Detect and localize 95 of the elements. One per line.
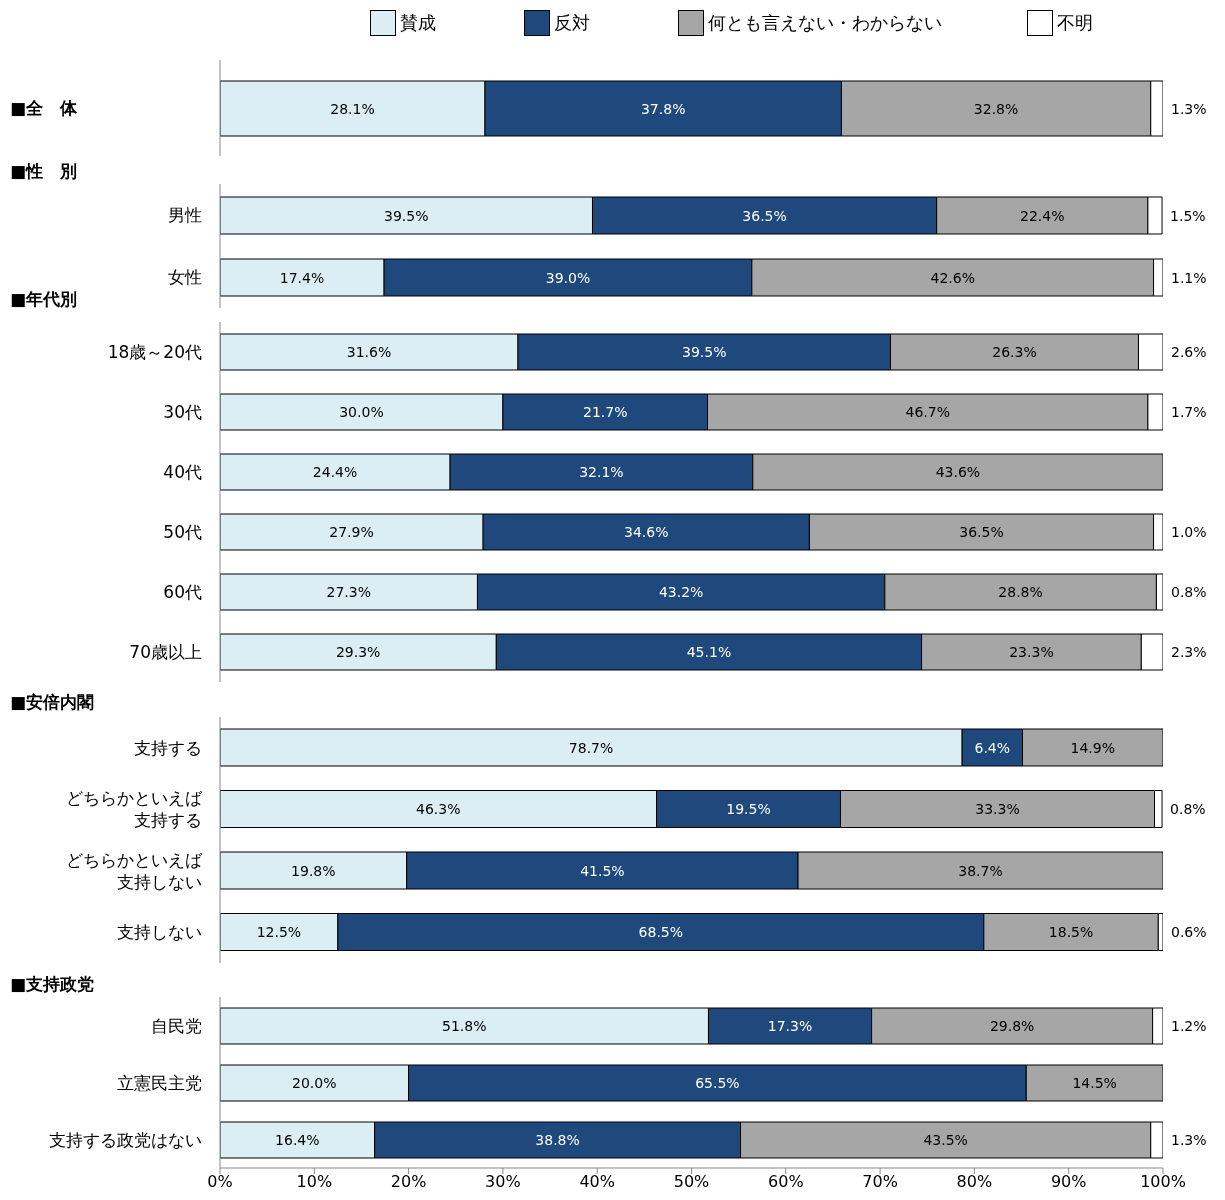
data-label: 14.5% <box>1072 1075 1117 1091</box>
data-label: 32.8% <box>973 100 1019 117</box>
text: ■年代別 <box>10 288 78 311</box>
y-tick-label: 支持する <box>134 737 202 758</box>
data-label: 27.9% <box>329 524 374 540</box>
x-tick-label: 80% <box>956 1172 993 1192</box>
data-label: 33.3% <box>975 801 1020 817</box>
x-tick-label: 90% <box>1050 1172 1087 1192</box>
y-tick-label: 自民党 <box>151 1015 202 1036</box>
data-label: 6.4% <box>974 739 1011 756</box>
data-label: 68.5% <box>638 924 684 940</box>
data-label: 34.6% <box>623 524 669 540</box>
x-tick-label: 100% <box>1140 1172 1186 1192</box>
data-label: 30.0% <box>339 404 384 420</box>
data-label: 14.9% <box>1070 739 1115 756</box>
y-tick-label: 40代 <box>163 462 202 482</box>
data-label: 43.6% <box>935 464 981 480</box>
y-tick-label: 70歳以上 <box>129 642 202 662</box>
text: ■性 別 <box>10 160 78 183</box>
legend-label: 賛成 <box>400 11 436 35</box>
y-tick-label: ■全 体 <box>10 98 79 118</box>
data-label: 78.7% <box>568 739 614 756</box>
legend-label: 反対 <box>554 11 590 35</box>
data-label: 36.5% <box>742 207 787 224</box>
y-tick-label: 支持する政党はない <box>49 1129 202 1150</box>
data-label: 36.5% <box>959 524 1004 540</box>
data-label: 23.3% <box>1009 644 1054 660</box>
data-label: 24.4% <box>312 464 358 480</box>
data-label: 19.5% <box>726 801 771 817</box>
legend-label: 不明 <box>1057 11 1093 35</box>
data-label: 46.7% <box>905 404 950 420</box>
data-label: 39.0% <box>545 269 591 286</box>
y-tick-label: 女性 <box>168 267 202 287</box>
y-tick-label: 支持しない <box>117 922 202 943</box>
x-tick-label: 60% <box>768 1172 804 1192</box>
x-tick-label: 10% <box>296 1172 333 1192</box>
data-label: 26.3% <box>992 344 1037 360</box>
data-label: 38.8% <box>535 1132 580 1148</box>
x-tick-label: 70% <box>862 1172 898 1192</box>
data-label: 41.5% <box>580 862 625 879</box>
data-label: 29.8% <box>989 1018 1035 1034</box>
data-label: 46.3% <box>416 801 461 817</box>
data-label: 19.8% <box>291 862 336 879</box>
data-label: 2.3% <box>1171 644 1207 660</box>
data-label: 27.3% <box>326 584 371 600</box>
data-label: 12.5% <box>256 924 302 940</box>
data-label: 1.3% <box>1171 1132 1207 1148</box>
data-label: 45.1% <box>686 644 732 660</box>
data-label: 28.8% <box>998 584 1043 600</box>
data-label: 17.4% <box>279 269 325 286</box>
data-label: 20.0% <box>292 1075 337 1091</box>
data-label: 32.1% <box>579 464 624 480</box>
data-label: 0.8% <box>1170 801 1206 817</box>
data-label: 0.8% <box>1171 584 1207 600</box>
y-tick-label: どちらかといえば支持する <box>66 788 203 831</box>
data-label: 1.2% <box>1171 1018 1207 1034</box>
legend-label: 何とも言えない・わからない <box>708 11 942 35</box>
y-tick-label: どちらかといえば支持しない <box>66 849 203 892</box>
text: ■安倍内閣 <box>10 691 95 714</box>
data-label: 39.5% <box>384 207 429 224</box>
data-label: 18.5% <box>1048 924 1094 940</box>
x-tick-label: 0% <box>207 1172 233 1192</box>
x-tick-label: 20% <box>390 1172 427 1192</box>
data-label: 1.3% <box>1171 100 1207 117</box>
data-label: 31.6% <box>346 344 392 360</box>
data-label: 65.5% <box>695 1075 740 1091</box>
data-label: 22.4% <box>1020 207 1065 224</box>
data-label: 51.8% <box>441 1018 487 1034</box>
data-label: 2.6% <box>1171 344 1207 360</box>
data-label: 29.3% <box>335 644 381 660</box>
data-label: 21.7% <box>582 404 628 420</box>
data-label: 42.6% <box>930 269 975 286</box>
y-tick-label: 30代 <box>163 402 202 422</box>
y-tick-label: 50代 <box>163 522 202 542</box>
data-label: 39.5% <box>681 344 727 360</box>
data-label: 1.7% <box>1171 404 1207 420</box>
data-label: 38.7% <box>958 862 1003 879</box>
data-label: 16.4% <box>275 1132 320 1148</box>
data-label: 1.0% <box>1171 524 1207 540</box>
data-label: 37.8% <box>640 100 686 117</box>
data-label: 43.5% <box>923 1132 968 1148</box>
data-label: 43.2% <box>658 584 704 600</box>
x-tick-label: 30% <box>485 1172 521 1192</box>
data-label: 28.1% <box>330 100 375 117</box>
y-tick-label: 18歳～20代 <box>107 342 202 362</box>
x-tick-label: 40% <box>579 1172 615 1192</box>
y-tick-label: 立憲民主党 <box>117 1072 202 1093</box>
text: ■支持政党 <box>10 973 95 996</box>
x-tick-label: 50% <box>673 1172 710 1192</box>
data-label: 1.5% <box>1170 207 1206 224</box>
data-label: 1.1% <box>1171 269 1207 286</box>
y-tick-label: 60代 <box>163 582 202 602</box>
y-tick-label: 男性 <box>168 205 202 225</box>
data-label: 17.3% <box>767 1018 813 1034</box>
data-label: 0.6% <box>1171 924 1207 940</box>
